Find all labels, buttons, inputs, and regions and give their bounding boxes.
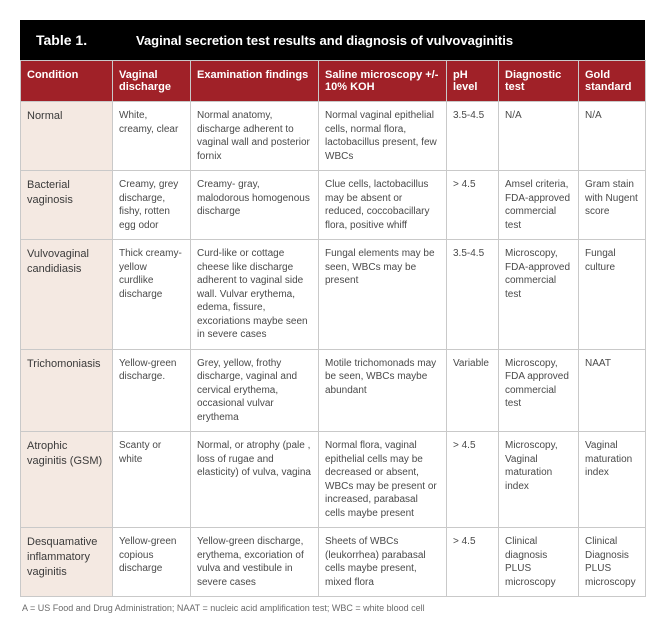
cell-diagnostic: Microscopy, Vaginal maturation index bbox=[499, 432, 579, 528]
table-row: Normal White, creamy, clear Normal anato… bbox=[21, 102, 646, 171]
cell-ph: > 4.5 bbox=[447, 528, 499, 597]
cell-exam: Grey, yellow, frothy discharge, vaginal … bbox=[191, 349, 319, 432]
cell-condition: Bacterial vaginosis bbox=[21, 171, 113, 240]
cell-condition: Normal bbox=[21, 102, 113, 171]
cell-exam: Curd-like or cottage cheese like dischar… bbox=[191, 240, 319, 350]
cell-diagnostic: Microscopy, FDA approved commercial test bbox=[499, 349, 579, 432]
table-row: Atrophic vaginitis (GSM) Scanty or white… bbox=[21, 432, 646, 528]
col-header: Condition bbox=[21, 61, 113, 102]
table-title: Vaginal secretion test results and diagn… bbox=[120, 20, 645, 60]
cell-microscopy: Motile trichomonads may be seen, WBCs ma… bbox=[319, 349, 447, 432]
cell-exam: Normal, or atrophy (pale , loss of rugae… bbox=[191, 432, 319, 528]
table-number-label: Table 1. bbox=[20, 20, 120, 60]
col-header: Gold standard bbox=[579, 61, 646, 102]
cell-discharge: Creamy, grey discharge, fishy, rotten eg… bbox=[113, 171, 191, 240]
cell-diagnostic: Microscopy, FDA-approved commercial test bbox=[499, 240, 579, 350]
table-container: Table 1. Vaginal secretion test results … bbox=[20, 20, 645, 619]
header-row: Condition Vaginal discharge Examination … bbox=[21, 61, 646, 102]
cell-exam: Creamy- gray, malodorous homogenous disc… bbox=[191, 171, 319, 240]
cell-exam: Normal anatomy, discharge adherent to va… bbox=[191, 102, 319, 171]
cell-condition: Atrophic vaginitis (GSM) bbox=[21, 432, 113, 528]
col-header: pH level bbox=[447, 61, 499, 102]
cell-discharge: Yellow-green copious discharge bbox=[113, 528, 191, 597]
footnote: A = US Food and Drug Administration; NAA… bbox=[20, 597, 645, 619]
cell-discharge: Thick creamy-yellow curdlike discharge bbox=[113, 240, 191, 350]
cell-exam: Yellow-green discharge, erythema, excori… bbox=[191, 528, 319, 597]
table-row: Desquamative inflammatory vaginitis Yell… bbox=[21, 528, 646, 597]
cell-microscopy: Clue cells, lactobacillus may be absent … bbox=[319, 171, 447, 240]
cell-diagnostic: N/A bbox=[499, 102, 579, 171]
cell-microscopy: Fungal elements may be seen, WBCs may be… bbox=[319, 240, 447, 350]
col-header: Vaginal discharge bbox=[113, 61, 191, 102]
cell-ph: > 4.5 bbox=[447, 171, 499, 240]
cell-ph: Variable bbox=[447, 349, 499, 432]
data-table: Condition Vaginal discharge Examination … bbox=[20, 60, 646, 597]
cell-ph: > 4.5 bbox=[447, 432, 499, 528]
col-header: Examination findings bbox=[191, 61, 319, 102]
table-row: Bacterial vaginosis Creamy, grey dischar… bbox=[21, 171, 646, 240]
cell-microscopy: Normal vaginal epithelial cells, normal … bbox=[319, 102, 447, 171]
cell-ph: 3.5-4.5 bbox=[447, 102, 499, 171]
cell-discharge: Scanty or white bbox=[113, 432, 191, 528]
table-body: Normal White, creamy, clear Normal anato… bbox=[21, 102, 646, 597]
cell-gold: Clinical Diagnosis PLUS microscopy bbox=[579, 528, 646, 597]
col-header: Saline microscopy +/- 10% KOH bbox=[319, 61, 447, 102]
cell-condition: Trichomoniasis bbox=[21, 349, 113, 432]
cell-gold: Fungal culture bbox=[579, 240, 646, 350]
cell-condition: Vulvovaginal candidiasis bbox=[21, 240, 113, 350]
col-header: Diagnostic test bbox=[499, 61, 579, 102]
table-row: Vulvovaginal candidiasis Thick creamy-ye… bbox=[21, 240, 646, 350]
cell-diagnostic: Amsel criteria, FDA-approved commercial … bbox=[499, 171, 579, 240]
cell-microscopy: Sheets of WBCs (leukorrhea) parabasal ce… bbox=[319, 528, 447, 597]
cell-microscopy: Normal flora, vaginal epithelial cells m… bbox=[319, 432, 447, 528]
cell-condition: Desquamative inflammatory vaginitis bbox=[21, 528, 113, 597]
title-bar: Table 1. Vaginal secretion test results … bbox=[20, 20, 645, 60]
cell-ph: 3.5-4.5 bbox=[447, 240, 499, 350]
table-row: Trichomoniasis Yellow-green discharge. G… bbox=[21, 349, 646, 432]
cell-gold: N/A bbox=[579, 102, 646, 171]
cell-gold: Gram stain with Nugent score bbox=[579, 171, 646, 240]
cell-discharge: White, creamy, clear bbox=[113, 102, 191, 171]
cell-diagnostic: Clinical diagnosis PLUS microscopy bbox=[499, 528, 579, 597]
cell-gold: Vaginal maturation index bbox=[579, 432, 646, 528]
cell-gold: NAAT bbox=[579, 349, 646, 432]
cell-discharge: Yellow-green discharge. bbox=[113, 349, 191, 432]
